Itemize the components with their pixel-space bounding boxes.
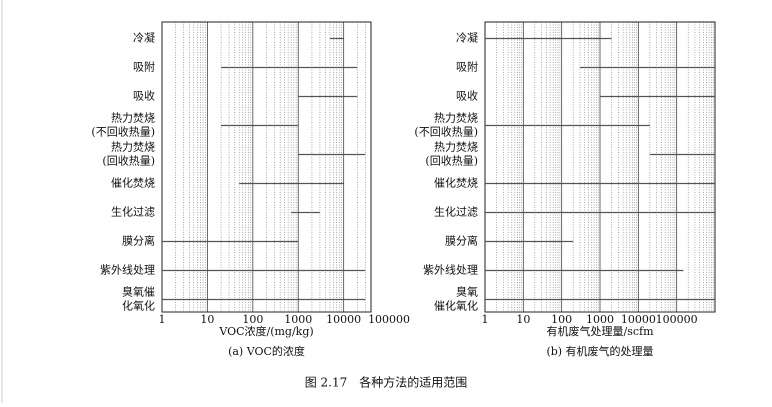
category-label: 催化氧化 [434,299,478,313]
x-axis-label: VOC浓度/(mg/kg) [218,324,313,338]
x-tick-label: 1 [482,313,489,326]
x-tick-label: 100000 [368,313,410,326]
category-label: 膜分离 [445,234,478,248]
category-label: 紫外线处理 [100,263,155,277]
plot-frame [161,21,372,313]
x-tick-label: 100 [242,313,263,326]
category-label: 紫外线处理 [423,263,478,277]
x-tick-label: 10000 [326,313,361,326]
subplot-caption: (a) VOC的浓度 [228,344,305,358]
category-label: 生化过滤 [434,205,478,219]
category-label: 催化焚烧 [434,176,478,190]
plot-frame [484,21,716,313]
x-tick-label: 100 [551,313,572,326]
category-label: 膜分离 [122,234,155,248]
category-label: 化氧化 [122,299,155,313]
category-label: 热力焚烧 [111,112,155,125]
subplot-caption: (b) 有机废气的处理量 [546,344,653,358]
x-tick-label: 100000 [656,313,698,326]
category-label: 吸附 [133,60,155,74]
category-label: 吸附 [456,60,478,74]
category-label: (不回收热量) [414,125,478,139]
category-label: 冷凝 [456,31,478,45]
category-label: (回收热量) [425,154,478,168]
category-label: (回收热量) [102,154,155,168]
category-label: 热力焚烧 [111,141,155,154]
category-label: 催化焚烧 [111,176,155,190]
category-label: 臭氧催 [122,285,155,299]
caption: 图 2.17 各种方法的适用范围 [305,375,468,390]
category-label: 生化过滤 [111,205,155,219]
x-axis-label: 有机废气处理量/scfm [546,324,654,338]
x-tick-label: 1000 [586,313,614,326]
x-tick-label: 10 [200,313,214,326]
category-label: 吸收 [133,89,155,103]
category-label: 热力焚烧 [434,112,478,125]
category-label: 冷凝 [133,31,155,45]
x-tick-label: 1 [159,313,166,326]
x-tick-label: 10 [516,313,530,326]
category-label: (不回收热量) [91,125,155,139]
x-tick-label: 1000 [284,313,312,326]
category-label: 热力焚烧 [434,141,478,154]
category-label: 吸收 [456,89,478,103]
x-tick-label: 10000 [621,313,656,326]
category-label: 臭氧 [456,285,478,299]
